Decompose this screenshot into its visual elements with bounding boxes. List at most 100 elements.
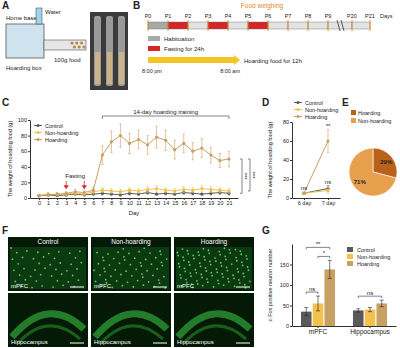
- cell: [220, 262, 222, 264]
- cell: [242, 265, 244, 267]
- point: [37, 194, 40, 197]
- cell: [122, 248, 124, 250]
- cell: [108, 264, 110, 266]
- annotation-arrow: [64, 181, 68, 189]
- tick: 6 day: [298, 198, 312, 206]
- tick-label: 20: [21, 180, 27, 186]
- cell: [49, 264, 51, 266]
- weighing-tick: [188, 20, 189, 31]
- cell: [243, 276, 245, 278]
- bar: [353, 310, 364, 326]
- cell: [206, 278, 208, 280]
- series-line: [39, 189, 229, 196]
- cell: [221, 273, 223, 275]
- legend-swatch: [148, 46, 160, 51]
- cell: [160, 253, 162, 255]
- cell: [218, 283, 220, 285]
- cell: [236, 260, 238, 262]
- cell: [98, 263, 100, 265]
- cell: [208, 249, 210, 251]
- point: [146, 188, 149, 191]
- cell: [161, 265, 163, 267]
- photo-tube: [106, 16, 113, 86]
- cell: [31, 287, 33, 289]
- cell: [246, 258, 248, 260]
- cell: [120, 274, 122, 276]
- tick: 2: [56, 198, 59, 206]
- tick-label: 20: [217, 200, 223, 206]
- error-bar: [304, 308, 308, 316]
- scale-bar: [153, 343, 167, 344]
- pie-chart: HoardingNon-hoarding29%71%: [349, 110, 397, 197]
- cell: [37, 251, 39, 253]
- cell: [10, 247, 12, 249]
- cell: [34, 269, 36, 271]
- point: [155, 187, 158, 190]
- photo-tube: [118, 16, 125, 86]
- tick: 18: [199, 198, 205, 206]
- error-bar: [228, 189, 230, 194]
- cell: [178, 263, 180, 265]
- timeline-segment: [248, 22, 268, 29]
- cell: [195, 272, 197, 274]
- cell: [143, 284, 145, 286]
- cell: [143, 247, 145, 249]
- tick-label: 80: [21, 133, 27, 139]
- legend-label: Non-hoarding: [45, 130, 78, 136]
- cell: [17, 263, 19, 265]
- cell: [200, 265, 202, 267]
- annotation-arrow: [82, 181, 86, 189]
- cell: [226, 267, 228, 269]
- food-pellet: [78, 45, 81, 48]
- axis-line: [293, 198, 341, 199]
- hoarding-bar: [148, 57, 234, 63]
- cell: [182, 256, 184, 258]
- cell: [48, 253, 50, 255]
- food-pellet: [80, 41, 83, 44]
- cell: [217, 280, 219, 282]
- point: [302, 192, 305, 195]
- cell: [219, 254, 221, 256]
- tick-label: 100: [280, 282, 289, 288]
- legend-label: Control: [45, 123, 63, 129]
- cell: [145, 259, 147, 261]
- tick: 80: [283, 119, 292, 125]
- cell: [238, 279, 240, 281]
- error-bar: [146, 136, 148, 155]
- tick: 0: [24, 195, 30, 201]
- cell: [196, 280, 198, 282]
- data-label: 71%: [354, 179, 367, 185]
- error-bar: [303, 192, 305, 194]
- tick-label: 100: [18, 117, 27, 123]
- day-label: P7: [285, 13, 292, 19]
- cell: [103, 268, 105, 270]
- timeline-label: Fasting for 24h: [164, 46, 204, 52]
- error-bar: [38, 195, 40, 197]
- cell: [234, 286, 236, 288]
- cell: [54, 257, 56, 259]
- tick-label: 13: [154, 200, 160, 206]
- error-bar: [110, 189, 112, 194]
- scale-bar: [236, 287, 250, 288]
- legend-swatch: [351, 110, 356, 115]
- cell: [40, 274, 42, 276]
- tick: 16: [181, 198, 187, 206]
- significance-bracket: [240, 159, 242, 193]
- image: [91, 293, 171, 347]
- panel-label: D: [262, 97, 269, 108]
- tick-label: 7: [101, 200, 104, 206]
- series-line: [304, 190, 328, 193]
- significance: ***: [250, 171, 256, 179]
- bar: [365, 310, 376, 326]
- point: [110, 189, 113, 192]
- cell: [80, 262, 82, 264]
- cell: [103, 260, 105, 262]
- tick-label: 21: [226, 200, 232, 206]
- timeline-label: Habituation: [164, 36, 194, 42]
- cell: [111, 287, 113, 289]
- error-bar: [155, 186, 157, 192]
- tissue: [176, 247, 252, 289]
- image: [174, 293, 254, 347]
- tick-label: 40: [283, 157, 289, 163]
- legend-label: Non-hoarding: [305, 107, 338, 113]
